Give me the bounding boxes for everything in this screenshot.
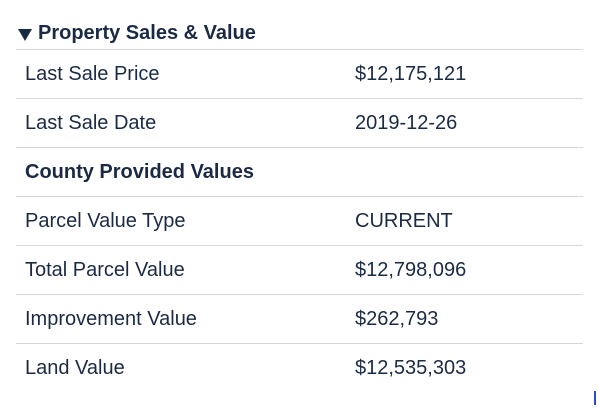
table-row-last-sale-price: Last Sale Price $12,175,121 bbox=[16, 50, 583, 99]
row-label: Land Value bbox=[25, 356, 125, 379]
table-row-total-parcel-value: Total Parcel Value $12,798,096 bbox=[16, 246, 583, 295]
subheader-county-provided-values: County Provided Values bbox=[16, 148, 583, 197]
table-row-parcel-value-type: Parcel Value Type CURRENT bbox=[16, 197, 583, 246]
triangle-down-icon bbox=[18, 28, 32, 41]
row-value: $12,535,303 bbox=[355, 356, 467, 379]
property-sales-panel: Property Sales & Value Last Sale Price $… bbox=[16, 18, 583, 392]
row-value: $12,798,096 bbox=[355, 258, 467, 281]
row-value: $262,793 bbox=[355, 307, 439, 330]
table-row-land-value: Land Value $12,535,303 bbox=[16, 344, 583, 392]
subheader-label: County Provided Values bbox=[25, 160, 254, 183]
row-value: $12,175,121 bbox=[355, 62, 467, 85]
row-label: Parcel Value Type bbox=[25, 209, 186, 232]
row-label: Last Sale Date bbox=[25, 111, 157, 134]
row-value: 2019-12-26 bbox=[355, 111, 458, 134]
section-title: Property Sales & Value bbox=[38, 22, 256, 44]
table-row-last-sale-date: Last Sale Date 2019-12-26 bbox=[16, 99, 583, 148]
table-row-improvement-value: Improvement Value $262,793 bbox=[16, 295, 583, 344]
row-label: Total Parcel Value bbox=[25, 258, 185, 281]
row-label: Last Sale Price bbox=[25, 62, 160, 85]
row-value: CURRENT bbox=[355, 209, 453, 232]
text-cursor bbox=[594, 391, 596, 405]
section-toggle-property-sales[interactable]: Property Sales & Value bbox=[16, 18, 583, 50]
row-label: Improvement Value bbox=[25, 307, 197, 330]
